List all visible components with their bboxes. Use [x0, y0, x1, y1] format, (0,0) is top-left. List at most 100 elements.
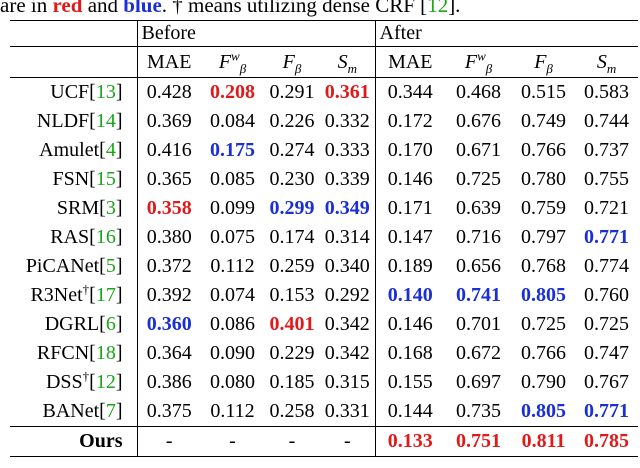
fwb-sup: w	[477, 48, 486, 64]
method-name-cell: PiCANet[5]	[10, 252, 138, 281]
caption-ref-link[interactable]: 12	[427, 0, 449, 17]
citation-link[interactable]: 18	[95, 342, 116, 364]
caption-text: and	[82, 0, 124, 17]
value-cell: 0.174	[269, 226, 315, 248]
fb-sub: β	[294, 61, 302, 76]
table-row: DSS†[12] 0.386 0.080 0.185 0.315 0.155 0.697 0.…	[10, 368, 638, 397]
method-name: Amulet	[39, 139, 100, 161]
value-cell: 0.725	[521, 313, 567, 335]
sm-symbol: S	[337, 51, 348, 73]
value-cell: 0.230	[269, 168, 315, 190]
method-name: BANet	[42, 400, 100, 422]
col-fb-before: Fβ	[264, 47, 320, 78]
value-cell: 0.369	[146, 110, 192, 132]
value-cell: 0.755	[584, 168, 630, 190]
value-cell: 0.416	[146, 139, 192, 161]
dagger-mark: †	[82, 368, 90, 384]
citation-link[interactable]: 3	[105, 197, 116, 219]
dagger-mark: †	[82, 281, 90, 297]
value-cell: 0.671	[456, 139, 502, 161]
method-name: RAS	[50, 226, 90, 248]
value-cell: 0.766	[521, 342, 567, 364]
value-cell: 0.258	[269, 400, 315, 422]
value-cell: 0.760	[584, 284, 630, 306]
col-sm-after: Sm	[575, 47, 638, 78]
value-cell: 0.749	[521, 110, 567, 132]
group-after: After	[379, 22, 422, 44]
value-cell: 0.386	[146, 371, 192, 393]
value-cell: 0.189	[387, 255, 433, 277]
fb-sub: β	[546, 61, 553, 76]
method-name: FSN	[52, 168, 90, 190]
citation-link[interactable]: 12	[95, 371, 116, 393]
method-name-cell: UCF[13]	[10, 77, 138, 107]
method-name-cell: NLDF[14]	[10, 107, 138, 136]
value-cell: 0.697	[456, 371, 502, 393]
table-row: NLDF[14] 0.369 0.084 0.226 0.332 0.172 0.676 0.…	[10, 107, 638, 136]
method-name: RFCN	[36, 342, 90, 364]
citation-link[interactable]: 14	[95, 110, 116, 132]
header-empty-cell	[10, 46, 138, 78]
table-row: RFCN[18] 0.364 0.090 0.229 0.342 0.168 0.672 0.…	[10, 339, 638, 368]
table-row: DGRL[6] 0.360 0.086 0.401 0.342 0.146 0.701 0.7…	[10, 310, 638, 339]
table-row: FSN[15] 0.365 0.085 0.230 0.339 0.146 0.725 0.7…	[10, 165, 638, 194]
citation-link[interactable]: 5	[105, 255, 116, 277]
value-cell: 0.672	[456, 342, 502, 364]
header-metric-row: MAE Fwβ Fβ Sm MAE Fwβ Fβ Sm	[10, 46, 639, 78]
method-name-cell: Amulet[4]	[10, 136, 138, 165]
sm-sub: m	[347, 61, 357, 76]
method-name-cell: BANet[7]	[10, 397, 138, 427]
citation-link[interactable]: 7	[105, 400, 116, 422]
value-cell: 0.805	[521, 284, 567, 306]
value-cell: 0.365	[146, 168, 192, 190]
value-cell: 0.085	[210, 168, 255, 190]
value-cell: 0.364	[146, 342, 192, 364]
value-cell: 0.768	[521, 255, 567, 277]
value-cell: 0.428	[146, 81, 192, 103]
value-cell: 0.333	[320, 136, 376, 165]
value-cell: 0.259	[269, 255, 315, 277]
value-cell: 0.372	[146, 255, 192, 277]
method-name: SRM	[56, 197, 100, 219]
value-cell: 0.401	[269, 313, 315, 335]
table-row: UCF[13] 0.428 0.208 0.291 0.361 0.344 0.468 0.5…	[10, 77, 639, 107]
value-cell: 0.747	[584, 342, 630, 364]
value-cell: 0.146	[387, 313, 433, 335]
caption-text: are in	[0, 0, 53, 17]
method-name: DGRL	[44, 313, 100, 335]
value-cell: 0.144	[387, 400, 433, 422]
citation-link[interactable]: 6	[105, 313, 116, 335]
group-before: Before	[137, 20, 376, 47]
col-fwb-before: Fwβ	[201, 47, 264, 78]
value-cell: 0.229	[269, 342, 315, 364]
citation-link[interactable]: 4	[105, 139, 116, 161]
value-cell: -	[288, 430, 296, 452]
value-cell: 0.146	[387, 168, 433, 190]
col-fb-after: Fβ	[512, 47, 575, 78]
citation-link[interactable]: 15	[95, 168, 116, 190]
value-cell: -	[165, 430, 173, 452]
value-cell: 0.766	[521, 139, 567, 161]
value-cell: 0.701	[456, 313, 502, 335]
value-cell: 0.785	[584, 430, 630, 452]
value-cell: 0.140	[387, 284, 433, 306]
method-name-cell: DGRL[6]	[10, 310, 138, 339]
fwb-symbol: F	[218, 51, 232, 73]
value-cell: 0.292	[320, 281, 376, 310]
citation-link[interactable]: 16	[95, 226, 116, 248]
value-cell: 0.332	[320, 107, 376, 136]
fb-symbol: F	[282, 51, 295, 73]
value-cell: 0.226	[269, 110, 315, 132]
value-cell: 0.147	[387, 226, 433, 248]
citation-link[interactable]: 17	[95, 284, 116, 306]
method-name: UCF	[50, 81, 90, 103]
value-cell: 0.339	[320, 165, 376, 194]
method-name: PiCANet	[25, 255, 100, 277]
value-cell: 0.168	[387, 342, 433, 364]
value-cell: 0.099	[210, 197, 255, 219]
method-name-cell: R3Net†[17]	[10, 281, 138, 310]
value-cell: 0.741	[456, 284, 502, 306]
method-name-cell: RAS[16]	[10, 223, 138, 252]
method-name-cell: DSS†[12]	[10, 368, 138, 397]
citation-link[interactable]: 13	[95, 81, 116, 103]
